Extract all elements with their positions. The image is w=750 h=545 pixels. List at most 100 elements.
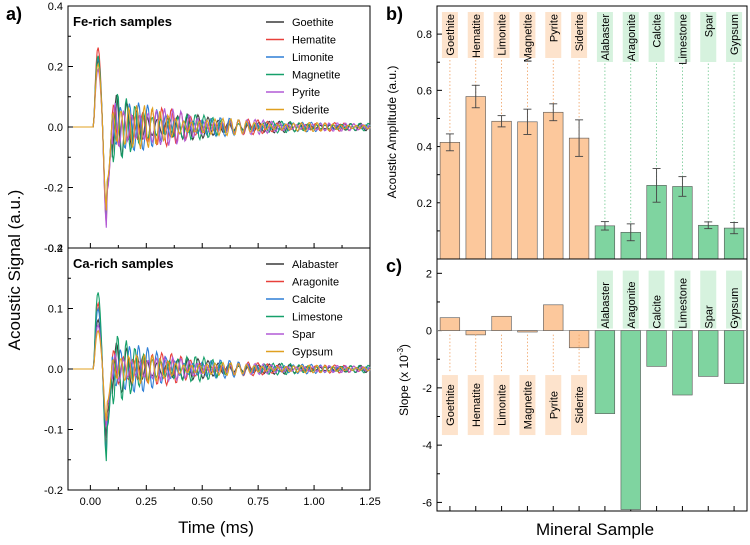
c-label-bg — [596, 270, 613, 329]
b-bar — [594, 225, 616, 260]
ca-xtick-label: 1.25 — [359, 496, 380, 508]
fe-legend-label: Magnetite — [292, 70, 340, 82]
b-category-label: Gypsum — [729, 14, 741, 55]
c-label-bg — [441, 375, 458, 436]
ca-series-line — [68, 323, 371, 427]
c-category-label: Spar — [703, 305, 715, 329]
c-label-bg — [545, 375, 562, 436]
fe-ytick-label: 0.2 — [48, 62, 63, 74]
ca-xtick-label: 0.00 — [80, 496, 101, 508]
ca-xtick-label: 0.50 — [192, 496, 213, 508]
fe-series-line — [68, 61, 371, 211]
b-label-bg — [571, 12, 588, 58]
b-category-label: Aragonite — [626, 14, 638, 61]
b-label-bg — [493, 12, 510, 58]
b-category-label: Alabaster — [600, 14, 612, 61]
ca-xtick-label: 0.25 — [136, 496, 157, 508]
ca-legend-label: Aragonite — [292, 277, 339, 289]
c-label-bg — [674, 270, 691, 329]
c-ytick-label: -6 — [422, 497, 432, 509]
c-category-label: Siderite — [574, 386, 586, 423]
b-label-bg — [519, 12, 536, 58]
panel-c-ylabel-main: Slope (x 10 — [397, 355, 411, 416]
c-bar — [672, 330, 693, 396]
b-label-bg — [726, 12, 743, 62]
b-bar — [517, 121, 538, 260]
ca-legend-label: Limestone — [292, 312, 343, 324]
c-bar — [620, 330, 641, 510]
fe-series-line — [68, 59, 371, 214]
panel-b-ylabel: Acoustic Amplitude (a.u.) — [385, 66, 399, 199]
panel-a-top-lines — [68, 47, 371, 228]
panel-a-bottom-title: Ca-rich samples — [73, 256, 173, 271]
c-bar — [594, 330, 616, 414]
panel-a-top-yticks: -0.4 -0.2 0.0 0.2 0.4 — [44, 1, 371, 255]
ca-ytick-label: 0.1 — [48, 304, 63, 316]
b-bar — [543, 111, 564, 260]
b-bar — [672, 186, 693, 260]
c-bar — [646, 330, 667, 367]
fe-series-line — [68, 67, 371, 228]
b-ytick-label: 0.6 — [417, 85, 432, 97]
ca-legend-label: Alabaster — [292, 259, 339, 271]
panel-a-top-legend: Goethite Hematite Limonite Magnetite Pyrite S… — [266, 17, 340, 117]
b-label-bg — [596, 12, 613, 62]
c-bar — [439, 317, 461, 331]
fe-ytick-label: -0.2 — [44, 183, 63, 195]
b-category-label: Pyrite — [548, 14, 560, 42]
b-ytick-label: 0.2 — [417, 198, 432, 210]
panel-a-top-title: Fe-rich samples — [73, 14, 172, 29]
panel-b-plot: 0.2 0.4 0.6 0.8 Goethite Hematite Limonite Mag… — [417, 5, 748, 260]
fe-legend-label: Siderite — [292, 105, 329, 117]
c-label-bg — [648, 270, 665, 329]
fe-legend-label: Hematite — [292, 35, 336, 47]
panel-a-bottom-xticks: 0.00 0.25 0.50 0.75 1.00 1.25 — [80, 496, 381, 508]
c-bar — [465, 330, 486, 336]
b-bar — [698, 224, 719, 260]
c-label-bg — [519, 375, 536, 436]
b-label-bg — [441, 12, 458, 58]
panel-a-bottom-legend: Alabaster Aragonite Calcite Limestone Spar Gy… — [266, 259, 343, 359]
panel-a-xlabel: Time (ms) — [178, 518, 254, 537]
c-category-label: Goethite — [445, 384, 457, 426]
b-label-bg — [545, 12, 562, 58]
c-label-bg — [622, 270, 639, 329]
c-category-label: Gypsum — [729, 288, 741, 329]
ca-xtick-label: 1.00 — [303, 496, 324, 508]
c-label-bg — [493, 375, 510, 436]
fe-ytick-label: 0.4 — [48, 1, 63, 13]
b-category-label: Limonite — [497, 14, 509, 56]
ca-series-line — [68, 329, 371, 421]
ca-legend-label: Calcite — [292, 294, 326, 306]
ca-ytick-label: -0.2 — [44, 485, 63, 497]
ca-ytick-label: -0.1 — [44, 425, 63, 437]
panel-c-ylabel-end: ) — [397, 344, 411, 348]
c-bar — [517, 330, 538, 333]
b-category-label: Limestone — [677, 14, 689, 65]
panel-c-xlabel: Mineral Sample — [536, 520, 654, 539]
ca-ytick-label: 0.0 — [48, 364, 63, 376]
c-category-label: Limonite — [497, 384, 509, 426]
c-ytick-label: 0 — [426, 326, 432, 338]
c-category-label: Hematite — [471, 383, 483, 427]
b-label-bg — [648, 12, 665, 62]
b-category-label: Magnetite — [522, 14, 534, 62]
c-category-label: Magnetite — [522, 381, 534, 429]
c-category-label: Calcite — [652, 295, 664, 329]
b-category-label: Hematite — [471, 14, 483, 58]
fe-ytick-label: 0.0 — [48, 122, 63, 134]
c-category-label: Aragonite — [626, 281, 638, 328]
c-label-bg — [467, 375, 484, 436]
panel-c-letter: c) — [386, 256, 402, 276]
c-bar — [723, 330, 745, 384]
c-ytick-label: 2 — [426, 268, 432, 280]
ca-series-line — [68, 318, 371, 439]
b-label-bg — [467, 12, 484, 58]
b-category-label: Calcite — [652, 14, 664, 48]
ca-legend-label: Gypsum — [292, 347, 333, 359]
panel-a-top-plot: -0.4 -0.2 0.0 0.2 0.4 Fe-rich samples Goethi… — [44, 1, 371, 255]
panel-c-ylabel: Slope (x 10-3) — [396, 344, 411, 416]
fe-ytick-label: -0.4 — [44, 243, 63, 255]
panel-b-letter: b) — [386, 4, 403, 24]
b-category-label: Siderite — [574, 14, 586, 51]
